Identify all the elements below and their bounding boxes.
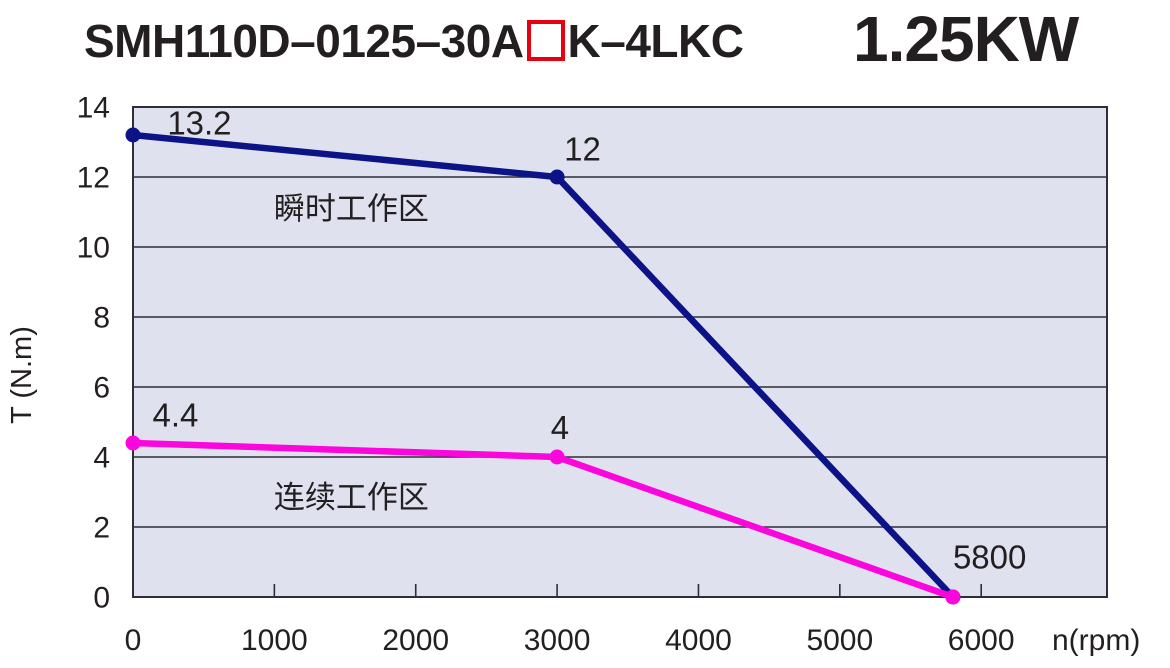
x-axis-title: n(rpm) [1052, 624, 1140, 657]
series-0-point-marker [125, 127, 141, 143]
x-tick-label: 3000 [524, 624, 591, 657]
x-tick-label: 6000 [948, 624, 1015, 657]
series-1-point-marker [549, 449, 565, 465]
series-1-point-label: 4.4 [152, 397, 198, 434]
y-tick-label: 14 [77, 92, 110, 125]
series-1-point-marker [125, 435, 141, 451]
x-tick-label: 1000 [241, 624, 308, 657]
y-tick-label: 6 [93, 372, 110, 405]
y-axis-title: T (N.m) [6, 326, 38, 424]
y-tick-label: 0 [93, 582, 110, 615]
model-number-suffix: K–4LKC [567, 15, 744, 67]
model-number-prefix: SMH110D–0125–30A [84, 15, 524, 67]
series-1-point-marker [945, 589, 961, 605]
series-0-point-marker [549, 169, 565, 185]
model-title: SMH110D–0125–30A K–4LKC [84, 14, 744, 68]
series-0-point-label: 12 [564, 131, 601, 168]
power-rating: 1.25KW [853, 3, 1079, 75]
series-1-point-label: 4 [551, 409, 569, 446]
y-tick-label: 4 [93, 442, 110, 475]
y-tick-label: 10 [77, 232, 110, 265]
y-tick-label: 12 [77, 162, 110, 195]
plot-border [132, 106, 1108, 598]
y-tick-label: 2 [93, 512, 110, 545]
model-option-placeholder-box [526, 20, 565, 61]
x-tick-label: 2000 [382, 624, 449, 657]
x-tick-label: 5000 [806, 624, 873, 657]
x-tick-label: 0 [125, 624, 142, 657]
plot-background [133, 107, 1107, 597]
region-label: 连续工作区 [274, 480, 429, 515]
region-label: 瞬时工作区 [274, 191, 429, 226]
series-0-point-label: 13.2 [167, 104, 231, 141]
x-tick-label: 4000 [665, 624, 732, 657]
y-tick-label: 8 [93, 302, 110, 335]
series-1-point-label: 5800 [953, 538, 1026, 575]
